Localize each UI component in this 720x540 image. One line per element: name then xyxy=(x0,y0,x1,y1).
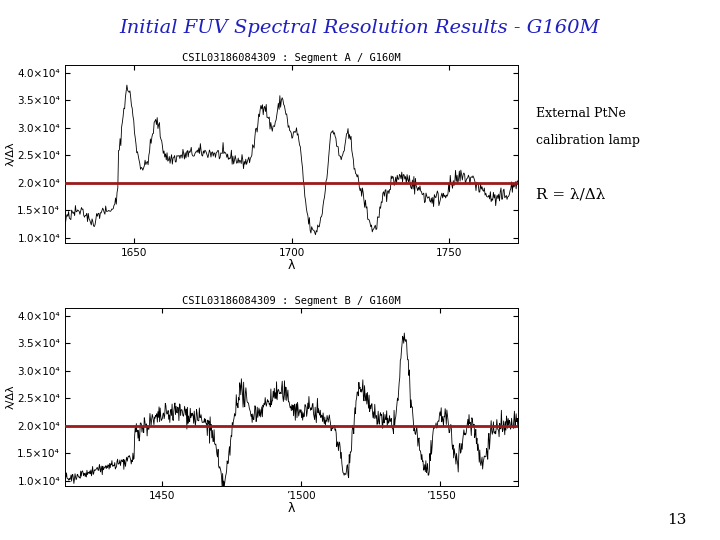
Title: CSIL03186084309 : Segment B / G160M: CSIL03186084309 : Segment B / G160M xyxy=(182,295,401,306)
Text: 13: 13 xyxy=(667,512,686,526)
Y-axis label: λ/Δλ: λ/Δλ xyxy=(6,141,16,166)
Title: CSIL03186084309 : Segment A / G160M: CSIL03186084309 : Segment A / G160M xyxy=(182,52,401,63)
Y-axis label: λ/Δλ: λ/Δλ xyxy=(6,384,16,409)
Text: calibration lamp: calibration lamp xyxy=(536,134,640,147)
Text: External PtNe: External PtNe xyxy=(536,107,626,120)
Text: R = λ/Δλ: R = λ/Δλ xyxy=(536,187,606,201)
X-axis label: λ: λ xyxy=(288,502,295,515)
X-axis label: λ: λ xyxy=(288,259,295,272)
Text: Initial FUV Spectral Resolution Results - G160M: Initial FUV Spectral Resolution Results … xyxy=(120,19,600,37)
